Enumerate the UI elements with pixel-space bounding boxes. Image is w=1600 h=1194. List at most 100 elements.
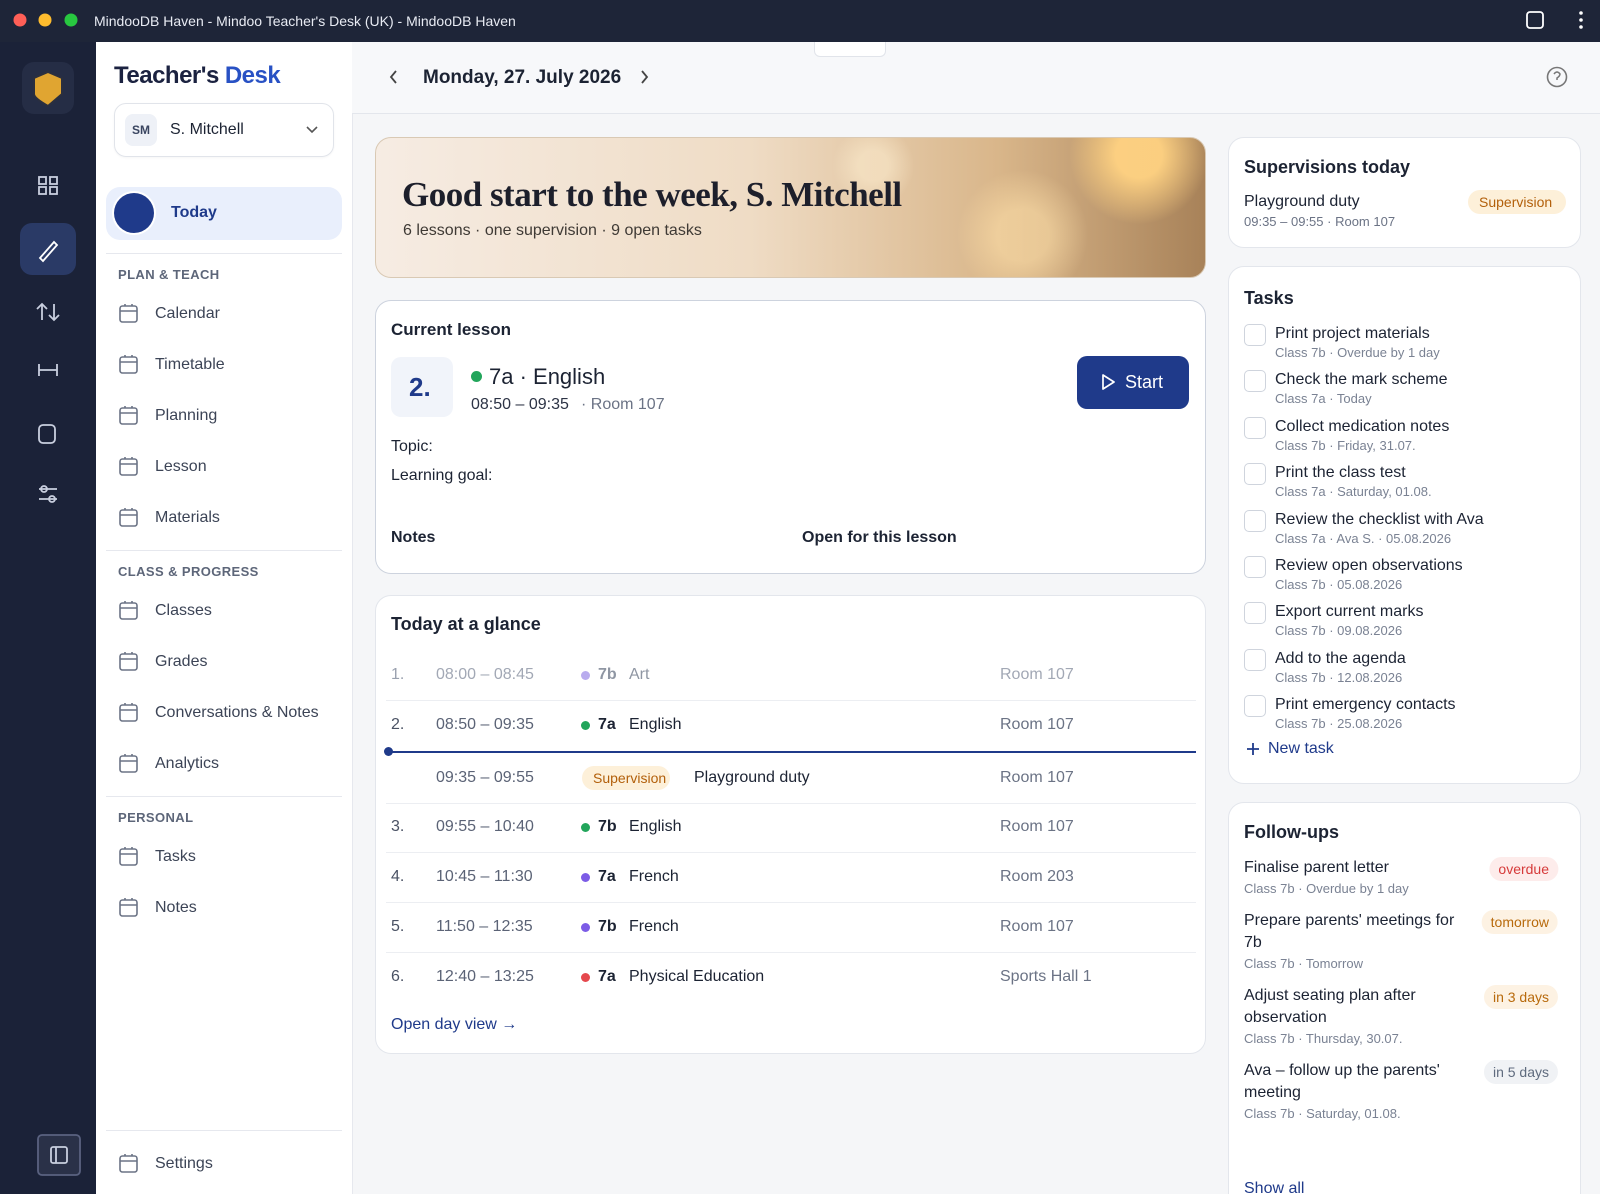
nav-item[interactable]: Tasks (155, 848, 196, 865)
nav-settings[interactable]: Settings (155, 1155, 213, 1172)
next-day[interactable] (641, 70, 649, 84)
task-title: Print project materials (1275, 325, 1430, 342)
nav-item[interactable]: Conversations & Notes (155, 704, 319, 721)
followup-meta: Class 7b · Overdue by 1 day (1244, 881, 1409, 896)
row-dot (581, 822, 590, 832)
task-checkbox[interactable] (1244, 463, 1266, 486)
nav-item[interactable]: Analytics (155, 755, 220, 772)
nav-icon (119, 898, 138, 917)
row-dot (581, 972, 590, 982)
row-room: Room 107 (1000, 666, 1074, 683)
supervision-badge: Supervision (582, 766, 670, 790)
task-checkbox[interactable] (1244, 695, 1266, 718)
nav-item[interactable]: Materials (155, 509, 220, 526)
row-time: 09:55 – 10:40 (436, 818, 534, 835)
task-meta: Class 7b · Friday, 31.07. (1275, 437, 1416, 453)
topic-label: Topic: (391, 438, 433, 455)
task-title: Print emergency contacts (1275, 696, 1456, 714)
nav-icon (119, 754, 138, 773)
header-bar (352, 42, 1600, 114)
row-room: Room 107 (1000, 818, 1074, 835)
followup-title[interactable]: Adjust seating plan after observation (1244, 987, 1416, 1026)
extension-icon[interactable] (1526, 11, 1544, 29)
task-checkbox[interactable] (1244, 324, 1266, 346)
followup-title[interactable]: Ava – follow up the parents' meeting (1244, 1062, 1440, 1101)
rail-sync[interactable] (36, 302, 60, 322)
rail-database[interactable] (38, 424, 56, 444)
close-button[interactable] (13, 13, 27, 27)
nav-today-icon (114, 193, 154, 233)
task-title: Review open observations (1275, 557, 1463, 574)
nav-item[interactable]: Notes (155, 899, 197, 916)
row-dot (581, 670, 590, 680)
notes-link[interactable]: Open for this lesson (802, 529, 957, 546)
row-subject: French (629, 918, 679, 935)
row-number: 2. (391, 716, 405, 733)
row-class: 7a (598, 868, 616, 885)
start-button[interactable]: Start (1077, 356, 1189, 409)
nav-item[interactable]: Grades (155, 653, 208, 670)
section-heading: PERSONAL (118, 810, 194, 825)
row-room: Room 107 (1000, 716, 1074, 733)
divider (106, 1130, 342, 1131)
minimize-button[interactable] (38, 13, 52, 27)
nav-icon (119, 457, 138, 476)
nav-today[interactable]: Today (106, 187, 342, 240)
card-heading: Current lesson (391, 320, 511, 339)
start-label: Start (1125, 371, 1164, 392)
task-checkbox[interactable] (1244, 509, 1266, 532)
menu-icon[interactable] (1579, 11, 1583, 29)
task-checkbox[interactable] (1244, 556, 1266, 578)
row-class: 7b (598, 818, 617, 835)
task-meta: Class 7a · Ava S. · 05.08.2026 (1275, 530, 1452, 546)
new-task-link[interactable]: New task (1268, 740, 1334, 757)
task-meta: Class 7b · 12.08.2026 (1275, 669, 1403, 685)
supervisions-card: Supervisions today Playground duty 09:35 –… (1228, 137, 1581, 248)
task-checkbox[interactable] (1244, 370, 1266, 393)
nav-item[interactable]: Planning (155, 407, 218, 424)
rail-dashboard[interactable] (38, 176, 47, 185)
row-time: 09:35 – 09:55 (436, 769, 534, 786)
followup-title[interactable]: Prepare parents' meetings for 7b (1244, 912, 1455, 951)
rail-scan[interactable] (38, 364, 58, 376)
task-checkbox[interactable] (1244, 648, 1266, 671)
followup-title[interactable]: Finalise parent letter (1244, 859, 1389, 876)
day-view-link[interactable]: Open day view → (391, 1016, 518, 1033)
task-checkbox[interactable] (1244, 602, 1266, 625)
plus-icon (1247, 743, 1259, 755)
supervision-title: Playground duty (1244, 193, 1360, 210)
task-meta: Class 7a · Saturday, 01.08. (1275, 484, 1432, 500)
task-meta: Class 7b · 05.08.2026 (1275, 577, 1403, 592)
row-divider (386, 852, 1196, 853)
zoom-button[interactable] (64, 13, 78, 27)
row-time: 08:50 – 09:35 (436, 716, 534, 733)
help-button[interactable] (1546, 66, 1568, 88)
title-bar: MindooDB Haven - Mindoo Teacher's Desk (… (0, 0, 1600, 42)
row-subject: Physical Education (629, 968, 765, 985)
rail-rocket[interactable] (38, 240, 59, 263)
nav-item[interactable]: Lesson (155, 458, 207, 475)
rail-collapse[interactable] (37, 1134, 81, 1176)
notes-label: Notes (391, 529, 436, 546)
lesson-dot (471, 371, 482, 382)
show-all-link[interactable]: Show all (1244, 1180, 1305, 1194)
lesson-room: · Room 107 (581, 396, 665, 413)
nav-icon (119, 703, 138, 722)
section-heading: CLASS & PROGRESS (118, 564, 259, 579)
brand-text: Teacher's (114, 62, 219, 89)
row-subject: Playground duty (694, 769, 810, 786)
row-divider (386, 700, 1196, 701)
prev-day[interactable] (389, 70, 397, 84)
row-divider (386, 902, 1196, 903)
nav-item[interactable]: Timetable (155, 356, 225, 373)
rail-settings[interactable] (39, 488, 57, 500)
section-heading: PLAN & TEACH (118, 267, 220, 282)
nav-item[interactable]: Classes (155, 602, 212, 619)
nav-item[interactable]: Calendar (155, 305, 220, 322)
now-line (388, 750, 1196, 753)
row-time: 10:45 – 11:30 (436, 868, 533, 885)
divider (106, 253, 342, 254)
user-select[interactable]: SM S. Mitchell (114, 103, 334, 157)
task-checkbox[interactable] (1244, 416, 1266, 439)
